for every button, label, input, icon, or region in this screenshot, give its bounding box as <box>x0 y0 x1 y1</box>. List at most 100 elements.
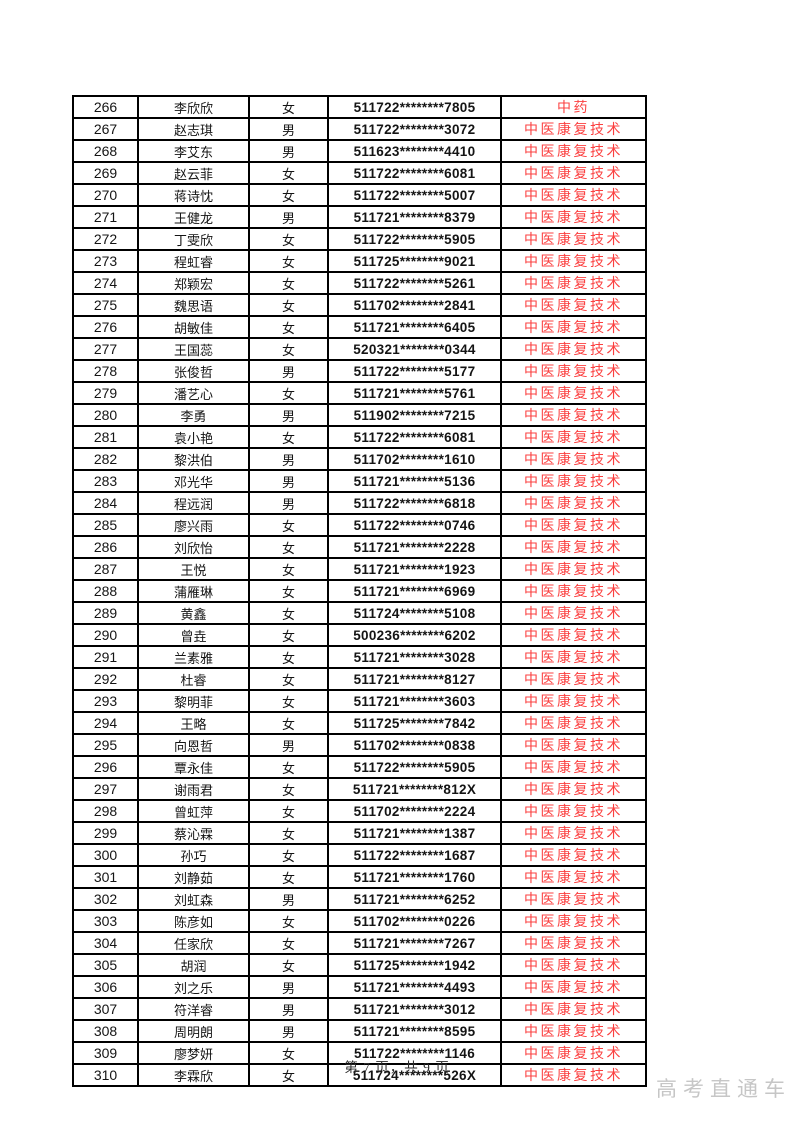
id-number-cell: 511721********8379 <box>327 205 502 229</box>
major-cell: 中医康复技术 <box>500 425 647 449</box>
table-row: 285 廖兴雨女 511722********0746 中医康复技术 <box>72 513 647 537</box>
row-number-cell: 299 <box>72 821 139 845</box>
table-row: 302 刘虹森男 511721********6252 中医康复技术 <box>72 887 647 911</box>
row-number-cell: 278 <box>72 359 139 383</box>
id-number-cell: 511722********7805 <box>327 95 502 119</box>
name-cell: 王国蕊 <box>137 337 250 361</box>
major-cell: 中医康复技术 <box>500 117 647 141</box>
table-row: 308 周明朗男 511721********8595 中医康复技术 <box>72 1019 647 1043</box>
major-cell: 中医康复技术 <box>500 403 647 427</box>
id-number-cell: 511721********3028 <box>327 645 502 669</box>
id-number-cell: 511702********2224 <box>327 799 502 823</box>
table-row: 301 刘静茹女 511721********1760 中医康复技术 <box>72 865 647 889</box>
major-cell: 中医康复技术 <box>500 821 647 845</box>
name-cell: 李欣欣 <box>137 95 250 119</box>
gender-cell: 女 <box>248 227 329 251</box>
id-number-cell: 511722********0746 <box>327 513 502 537</box>
id-number-cell: 511722********6081 <box>327 425 502 449</box>
major-cell: 中医康复技术 <box>500 139 647 163</box>
roster-table-body: 266 李欣欣女 511722********7805 中药 267 赵志琪男 511722… <box>72 95 647 1087</box>
id-number-cell: 511725********1942 <box>327 953 502 977</box>
name-cell: 陈彦如 <box>137 909 250 933</box>
id-number-cell: 511721********6969 <box>327 579 502 603</box>
major-cell: 中医康复技术 <box>500 1041 647 1065</box>
row-number-cell: 272 <box>72 227 139 251</box>
name-cell: 黄鑫 <box>137 601 250 625</box>
row-number-cell: 304 <box>72 931 139 955</box>
name-cell: 丁雯欣 <box>137 227 250 251</box>
major-cell: 中医康复技术 <box>500 931 647 955</box>
table-row: 287 王悦女 511721********1923 中医康复技术 <box>72 557 647 581</box>
name-cell: 郑颖宏 <box>137 271 250 295</box>
name-cell: 赵志琪 <box>137 117 250 141</box>
name-cell: 潘艺心 <box>137 381 250 405</box>
table-row: 295 向恩哲男 511702********0838 中医康复技术 <box>72 733 647 757</box>
major-cell: 中医康复技术 <box>500 447 647 471</box>
row-number-cell: 289 <box>72 601 139 625</box>
table-row: 292 杜睿女 511721********8127 中医康复技术 <box>72 667 647 691</box>
major-cell: 中医康复技术 <box>500 227 647 251</box>
table-row: 300 孙巧女 511722********1687 中医康复技术 <box>72 843 647 867</box>
row-number-cell: 269 <box>72 161 139 185</box>
table-row: 294 王略女 511725********7842 中医康复技术 <box>72 711 647 735</box>
table-row: 282 黎洪伯男 511702********1610 中医康复技术 <box>72 447 647 471</box>
gender-cell: 女 <box>248 381 329 405</box>
gender-cell: 女 <box>248 579 329 603</box>
table-row: 279 潘艺心女 511721********5761 中医康复技术 <box>72 381 647 405</box>
table-row: 271 王健龙男 511721********8379 中医康复技术 <box>72 205 647 229</box>
major-cell: 中医康复技术 <box>500 711 647 735</box>
name-cell: 黎洪伯 <box>137 447 250 471</box>
watermark-gaokao-zhitongche: 高考直通车 <box>656 1078 791 1101</box>
gender-cell: 女 <box>248 271 329 295</box>
table-row: 297 谢雨君女 511721********812X 中医康复技术 <box>72 777 647 801</box>
name-cell: 袁小艳 <box>137 425 250 449</box>
id-number-cell: 511722********6081 <box>327 161 502 185</box>
row-number-cell: 273 <box>72 249 139 273</box>
id-number-cell: 511721********6252 <box>327 887 502 911</box>
id-number-cell: 511721********1923 <box>327 557 502 581</box>
major-cell: 中医康复技术 <box>500 579 647 603</box>
major-cell: 中医康复技术 <box>500 293 647 317</box>
name-cell: 任家欣 <box>137 931 250 955</box>
table-row: 310 李霖欣女 511724********526X 中医康复技术 <box>72 1063 647 1087</box>
gender-cell: 女 <box>248 799 329 823</box>
table-row: 306 刘之乐男 511721********4493 中医康复技术 <box>72 975 647 999</box>
row-number-cell: 298 <box>72 799 139 823</box>
gender-cell: 女 <box>248 645 329 669</box>
row-number-cell: 286 <box>72 535 139 559</box>
name-cell: 蒋诗忱 <box>137 183 250 207</box>
id-number-cell: 511721********1760 <box>327 865 502 889</box>
gender-cell: 女 <box>248 689 329 713</box>
id-number-cell: 511721********1387 <box>327 821 502 845</box>
row-number-cell: 279 <box>72 381 139 405</box>
id-number-cell: 511722********5177 <box>327 359 502 383</box>
row-number-cell: 282 <box>72 447 139 471</box>
table-row: 305 胡润女 511725********1942 中医康复技术 <box>72 953 647 977</box>
table-row: 280 李勇男 511902********7215 中医康复技术 <box>72 403 647 427</box>
id-number-cell: 511724********5108 <box>327 601 502 625</box>
name-cell: 廖梦妍 <box>137 1041 250 1065</box>
name-cell: 符洋睿 <box>137 997 250 1021</box>
name-cell: 刘之乐 <box>137 975 250 999</box>
table-row: 291 兰素雅女 511721********3028 中医康复技术 <box>72 645 647 669</box>
id-number-cell: 511702********0838 <box>327 733 502 757</box>
name-cell: 赵云菲 <box>137 161 250 185</box>
gender-cell: 女 <box>248 1063 329 1087</box>
id-number-cell: 511722********6818 <box>327 491 502 515</box>
name-cell: 张俊哲 <box>137 359 250 383</box>
id-number-cell: 511725********7842 <box>327 711 502 735</box>
gender-cell: 女 <box>248 249 329 273</box>
row-number-cell: 284 <box>72 491 139 515</box>
table-row: 275 魏思语女 511702********2841 中医康复技术 <box>72 293 647 317</box>
major-cell: 中医康复技术 <box>500 975 647 999</box>
gender-cell: 女 <box>248 755 329 779</box>
name-cell: 蔡沁霖 <box>137 821 250 845</box>
major-cell: 中医康复技术 <box>500 887 647 911</box>
id-number-cell: 511721********2228 <box>327 535 502 559</box>
major-cell: 中医康复技术 <box>500 1063 647 1087</box>
name-cell: 杜睿 <box>137 667 250 691</box>
major-cell: 中医康复技术 <box>500 645 647 669</box>
major-cell: 中医康复技术 <box>500 601 647 625</box>
gender-cell: 女 <box>248 601 329 625</box>
major-cell: 中医康复技术 <box>500 557 647 581</box>
